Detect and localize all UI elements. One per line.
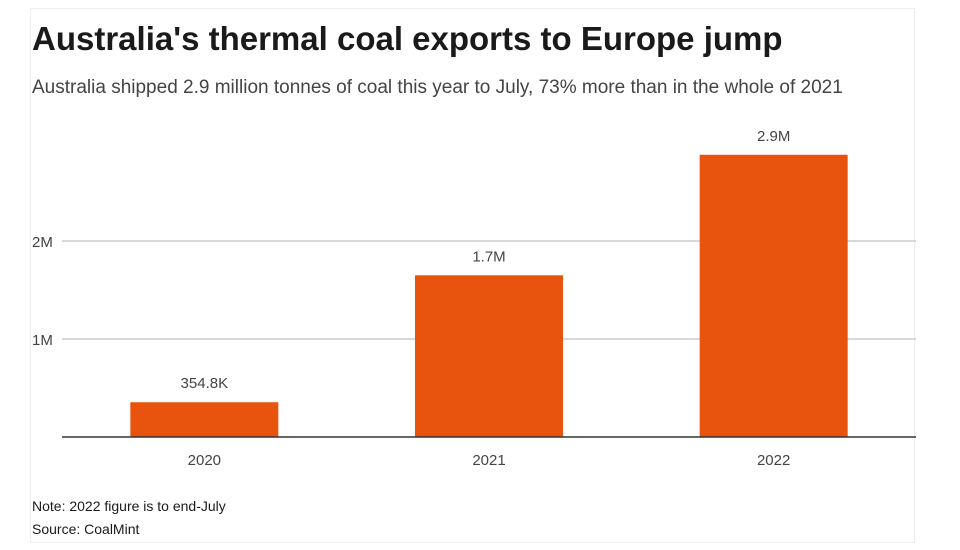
y-tick-label: 2M — [32, 234, 53, 251]
bar — [699, 154, 848, 437]
chart-subtitle: Australia shipped 2.9 million tonnes of … — [32, 77, 843, 98]
data-label: 1.7M — [472, 248, 505, 265]
data-label: 354.8K — [181, 375, 229, 392]
data-label: 2.9M — [757, 128, 790, 145]
bar — [130, 402, 279, 437]
x-tick-label: 2022 — [757, 452, 790, 469]
x-tick-label: 2021 — [472, 452, 505, 469]
chart-frame — [30, 8, 915, 543]
chart-note: Note: 2022 figure is to end-July — [32, 498, 226, 514]
chart-source: Source: CoalMint — [32, 521, 140, 537]
chart-title: Australia's thermal coal exports to Euro… — [32, 20, 783, 57]
y-tick-label: 1M — [32, 332, 53, 349]
bar — [415, 275, 563, 437]
x-tick-label: 2020 — [188, 452, 221, 469]
